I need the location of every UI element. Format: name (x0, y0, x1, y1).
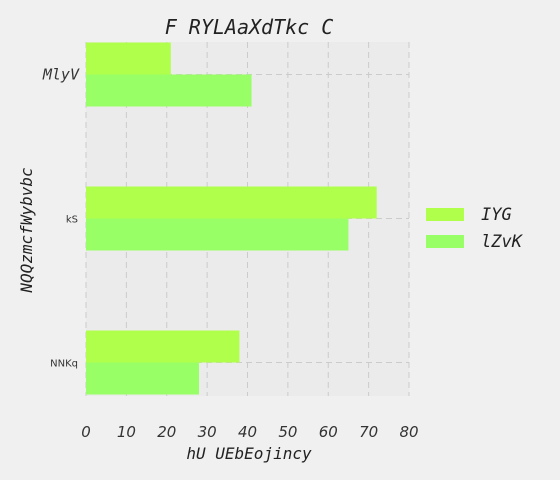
y-tick-labels: MlyV kS NNKq (42, 66, 80, 370)
legend-label: IYG (481, 205, 512, 225)
legend-swatch-IYG (426, 208, 464, 221)
x-tick-label: 70 (359, 423, 378, 441)
x-tick-label: 40 (238, 423, 257, 441)
bar-lZvK-kS (86, 218, 349, 251)
x-tick-label: 10 (117, 423, 136, 441)
y-axis-label: NQQzmcfWybvbc (17, 167, 36, 293)
chart-title: F RYLAaXdTkc C (165, 15, 334, 39)
legend-swatch-lZvK (426, 235, 464, 248)
x-tick-labels: 0 10 20 30 40 50 60 70 80 (81, 423, 418, 441)
y-tick-label: kS (66, 215, 78, 226)
bar-lZvK-NNKq (86, 362, 200, 395)
bars (86, 42, 377, 395)
legend: IYG lZvK (426, 205, 524, 252)
x-tick-label: 0 (81, 423, 91, 441)
legend-label: lZvK (481, 232, 524, 252)
y-tick-label: NNKq (50, 359, 78, 370)
bar-IYG-kS (86, 186, 377, 219)
x-tick-label: 30 (198, 423, 217, 441)
bar-IYG-MlyV (86, 42, 171, 75)
bar-IYG-NNKq (86, 330, 240, 363)
x-tick-label: 60 (319, 423, 338, 441)
x-axis-label: hU UEbEojincy (186, 444, 312, 463)
bar-lZvK-MlyV (86, 74, 252, 107)
x-tick-label: 80 (399, 423, 418, 441)
x-tick-label: 20 (157, 423, 176, 441)
x-tick-label: 50 (278, 423, 297, 441)
y-tick-label: MlyV (42, 66, 80, 84)
